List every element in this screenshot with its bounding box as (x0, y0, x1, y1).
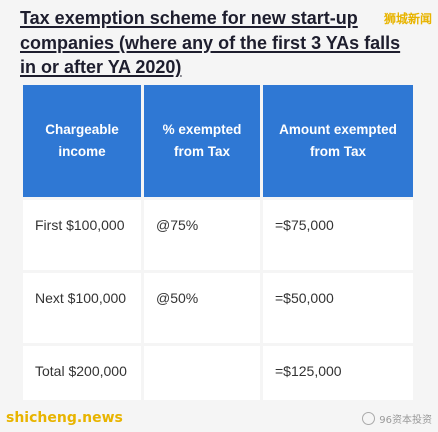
watermark-badge: 96资本投资 (362, 411, 432, 426)
watermark-bottom: shicheng.news (6, 410, 123, 426)
cell-income: Next $100,000 (23, 273, 141, 343)
tax-exemption-table: Chargeable income % exempted from Tax Am… (20, 82, 416, 403)
cell-percent: @75% (144, 200, 260, 270)
cell-amount: =$50,000 (263, 273, 413, 343)
table-row: First $100,000 @75% =$75,000 (23, 200, 413, 270)
cell-percent: @50% (144, 273, 260, 343)
cell-income: Total $200,000 (23, 346, 141, 400)
header-chargeable-income: Chargeable income (23, 85, 141, 197)
header-amount-exempted: Amount exempted from Tax (263, 85, 413, 197)
watermark-badge-label: 96资本投资 (379, 415, 432, 426)
cell-income: First $100,000 (23, 200, 141, 270)
cell-amount: =$125,000 (263, 346, 413, 400)
wechat-icon (362, 412, 376, 425)
table-row: Next $100,000 @50% =$50,000 (23, 273, 413, 343)
cell-amount: =$75,000 (263, 200, 413, 270)
cell-percent (144, 346, 260, 400)
table-row-total: Total $200,000 =$125,000 (23, 346, 413, 400)
header-percent-exempted: % exempted from Tax (144, 85, 260, 197)
section-title: Tax exemption scheme for new start-up co… (20, 8, 401, 77)
watermark-top: 狮城新闻 (383, 12, 432, 26)
table-header-row: Chargeable income % exempted from Tax Am… (23, 85, 413, 197)
